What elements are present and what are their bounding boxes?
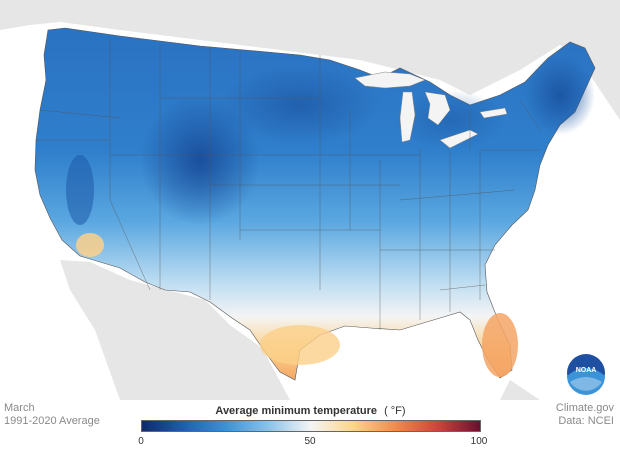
period-info: March 1991-2020 Average — [4, 402, 100, 428]
lake-erie — [439, 129, 479, 149]
florida-keys-land — [500, 380, 540, 400]
florida-warm-zone — [482, 313, 518, 377]
rockies-cold-zone — [140, 95, 260, 225]
great-lakes-cold-zone — [395, 90, 505, 150]
canada-landmass — [0, 0, 620, 120]
legend-tick-min: 0 — [138, 436, 144, 447]
period-label: March — [4, 402, 35, 414]
noaa-logo: NOAA — [567, 354, 605, 395]
legend-tick-max: 100 — [470, 436, 488, 447]
lake-ontario — [479, 107, 508, 119]
sierra-cold-zone — [66, 155, 94, 225]
source-data: Data: NCEI — [558, 415, 614, 427]
noaa-logo-text: NOAA — [576, 367, 597, 374]
lake-superior — [354, 71, 426, 89]
legend-color-bar — [141, 420, 481, 432]
state-borders — [36, 40, 541, 330]
lake-huron — [424, 91, 451, 126]
socal-warm-zone — [76, 233, 104, 257]
source-info: Climate.gov Data: NCEI — [556, 402, 614, 428]
legend-title: Average minimum temperature ( °F) — [138, 405, 483, 417]
legend-title-text: Average minimum temperature — [215, 405, 377, 417]
normal-label: 1991-2020 Average — [4, 415, 100, 427]
legend-unit: ( °F) — [384, 405, 406, 417]
northern-plains-cold-zone — [220, 65, 380, 145]
gulf-coast-warm-zone — [260, 325, 340, 365]
temperature-map: NOAA — [0, 0, 620, 400]
mexico-landmass — [60, 260, 290, 400]
legend-tick-mid: 50 — [304, 436, 316, 447]
map-canvas: NOAA — [0, 0, 620, 400]
color-legend: Average minimum temperature ( °F) 0 50 1… — [138, 405, 487, 447]
northeast-cold-zone — [525, 55, 595, 135]
lake-michigan — [399, 91, 416, 143]
source-site: Climate.gov — [555, 402, 614, 414]
